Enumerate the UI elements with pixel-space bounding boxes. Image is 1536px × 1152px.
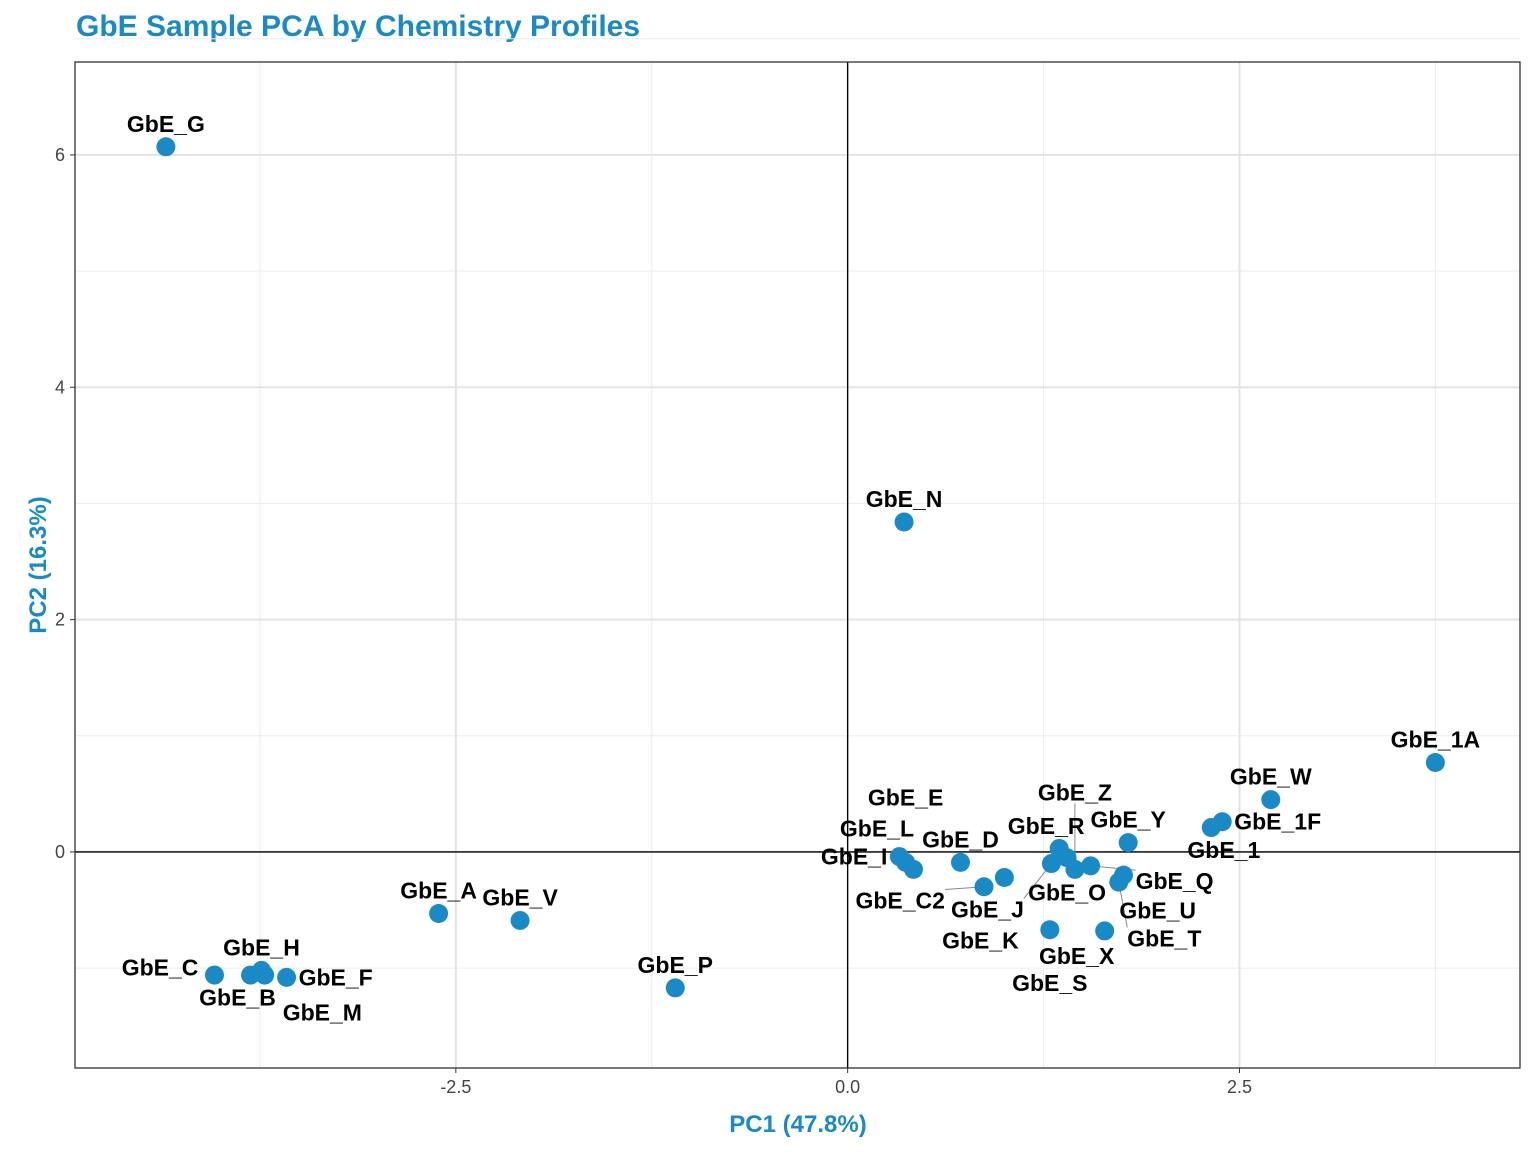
y-tick-label: 0 <box>55 842 65 862</box>
data-point <box>1081 856 1101 876</box>
point-label: GbE_T <box>1127 925 1201 951</box>
point-label: GbE_O <box>1028 880 1106 906</box>
point-label: GbE_V <box>482 884 558 910</box>
point-label: GbE_B <box>199 984 276 1010</box>
point-label: GbE_G <box>127 111 205 137</box>
x-tick-label: -2.5 <box>440 1077 471 1097</box>
data-point <box>156 137 176 157</box>
data-point <box>1118 833 1138 853</box>
data-point <box>1212 812 1232 832</box>
point-label: GbE_F <box>299 964 373 990</box>
data-point <box>950 852 970 872</box>
data-point <box>429 903 449 923</box>
data-point <box>1040 920 1060 940</box>
y-axis-title: PC2 (16.3%) <box>25 496 52 633</box>
point-label: GbE_Y <box>1090 807 1165 833</box>
point-label: GbE_1 <box>1187 837 1260 863</box>
x-axis-title: PC1 (47.8%) <box>729 1111 866 1138</box>
data-point <box>1065 859 1085 879</box>
point-label: GbE_W <box>1230 764 1312 790</box>
data-point <box>1041 854 1061 874</box>
point-label: GbE_M <box>283 1000 362 1026</box>
point-label: GbE_C <box>122 955 199 981</box>
chart-title: GbE Sample PCA by Chemistry Profiles <box>76 10 641 43</box>
data-point <box>896 852 916 872</box>
point-label: GbE_D <box>922 826 999 852</box>
point-label: GbE_J <box>951 897 1024 923</box>
point-label: GbE_H <box>223 934 300 960</box>
point-label: GbE_C2 <box>855 887 944 913</box>
data-point <box>510 910 530 930</box>
point-label: GbE_P <box>638 952 713 978</box>
point-label: GbE_L <box>840 816 914 842</box>
point-label: GbE_E <box>868 784 943 810</box>
data-point <box>1095 921 1115 941</box>
data-point <box>974 877 994 897</box>
y-tick-label: 4 <box>55 377 65 397</box>
point-label: GbE_X <box>1039 943 1115 969</box>
point-label: GbE_I <box>821 844 887 870</box>
x-tick-label: 2.5 <box>1227 1077 1252 1097</box>
data-point <box>665 978 685 998</box>
data-point <box>1425 752 1445 772</box>
point-label: GbE_K <box>942 927 1019 953</box>
plot-border <box>74 61 1521 1069</box>
point-label: GbE_U <box>1119 898 1196 924</box>
y-tick-label: 2 <box>55 610 65 630</box>
data-point <box>1109 872 1129 892</box>
data-point <box>894 512 914 532</box>
point-label: GbE_A <box>400 877 477 903</box>
point-label: GbE_Z <box>1038 779 1112 805</box>
point-label: GbE_1F <box>1234 809 1321 835</box>
data-point <box>994 867 1014 887</box>
point-label: GbE_Q <box>1136 868 1214 894</box>
data-point <box>241 965 261 985</box>
data-point <box>1261 790 1281 810</box>
point-label: GbE_N <box>866 486 943 512</box>
points <box>156 137 1445 998</box>
point-labels: GbE_GGbE_NGbE_1AGbE_WGbE_1GbE_1FGbE_YGbE… <box>122 111 1480 1026</box>
data-point <box>255 965 275 985</box>
grid <box>75 38 1520 1068</box>
y-tick-label: 6 <box>55 145 65 165</box>
point-label: GbE_R <box>1008 813 1085 839</box>
axes: -2.5 0.0 2.5 0 2 4 6 <box>55 61 1521 1097</box>
point-label: GbE_1A <box>1391 726 1480 752</box>
data-point <box>277 967 297 987</box>
point-label: GbE_S <box>1012 970 1087 996</box>
data-point <box>204 965 224 985</box>
x-tick-label: 0.0 <box>835 1077 860 1097</box>
